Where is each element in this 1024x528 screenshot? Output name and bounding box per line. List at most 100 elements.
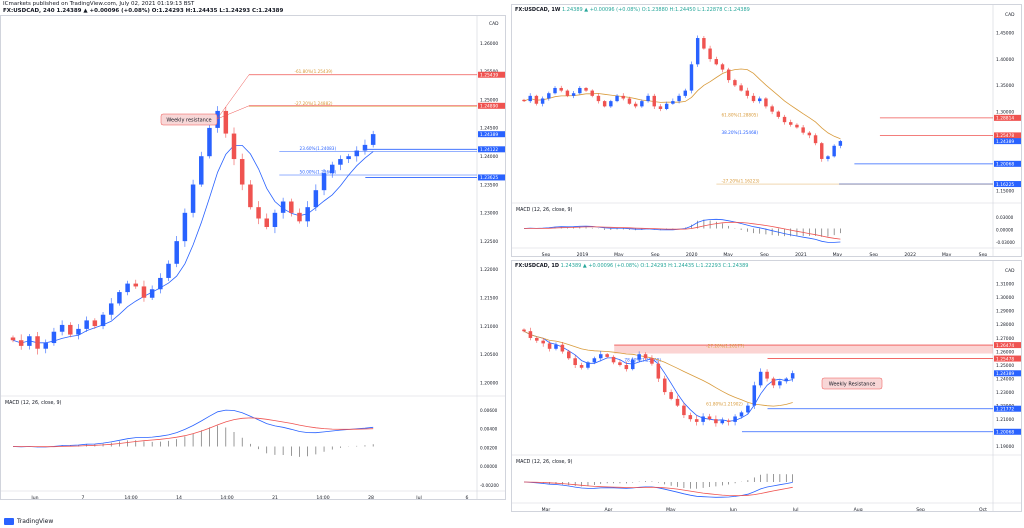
candle-body [615,95,619,102]
macd-tick-label: 0.03000 [996,215,1014,220]
candle-body [174,241,179,264]
candle-body [592,358,597,363]
y-tick-label: 1.15000 [996,188,1014,194]
candle-body [838,141,843,146]
candle-body [789,122,793,125]
candle-body [560,344,565,352]
fib-label: -27.20%(1.26177) [706,344,744,349]
candle-body [35,336,40,349]
y-tick-label: 1.30000 [996,109,1014,115]
chart-panel-1d[interactable]: FX:USDCAD, 1D 1.24389 ▲ +0.00096 (+0.08%… [511,260,1022,512]
price-tag [994,132,1021,139]
candle-body [751,95,756,102]
candle-body [297,212,302,222]
candle-body [76,328,81,335]
fib-label: 38.20%(1.25468) [722,130,759,135]
chart-1d-title: FX:USDCAD, 1D 1.24389 ▲ +0.00096 (+0.08%… [515,263,748,269]
candle-body [609,101,613,107]
candle-body [733,80,737,86]
candle-body [158,277,163,290]
candle-body [584,87,588,91]
macd-signal-line [523,221,841,240]
price-tag [994,405,1021,412]
chart-1d-symbol: FX:USDCAD, 1D [515,263,560,269]
candle-body [215,110,220,128]
candle-body [771,378,776,386]
candle-body [662,378,667,393]
price-tag [478,102,505,109]
candle-body [370,134,376,145]
candle-body [239,159,245,185]
candle-body [346,156,351,160]
candle-body [708,48,712,60]
fib-label: -27.20%(1.24882) [294,101,332,106]
candle-body [100,314,106,327]
chart-panel-4h[interactable]: 1.260001.255001.250001.245001.240001.235… [0,15,506,500]
x-tick-label: 2022 [904,252,916,257]
fib-label: 61.80%(1.21902) [706,401,743,406]
x-tick-label: Oct [979,507,987,512]
candle-body [733,416,737,422]
candle-body [528,331,533,338]
candle-body [223,110,229,134]
candle-body [624,365,629,370]
candle-body [683,90,687,96]
candle-body [117,292,122,304]
price-tag-label: 1.24122 [480,147,498,153]
macd-tick-label: 0.00600 [480,408,498,413]
chart-panel-1w[interactable]: FX:USDCAD, 1W 1.24389 ▲ +0.00096 (+0.08%… [511,4,1022,257]
candle-body [765,371,769,379]
y-tick-label: 1.27000 [996,336,1014,342]
candle-body [671,101,675,104]
price-tag [478,146,505,153]
macd-tick-label: -0.00200 [480,483,499,488]
y-tick-label: 1.20500 [480,352,498,358]
weekly-resistance-label: Weekly Resistance [829,382,876,388]
y-tick-label: 1.30000 [996,295,1014,301]
price-tag-label: 1.24389 [480,132,498,138]
x-tick-label: 2019 [577,252,589,257]
candle-body [264,218,269,227]
candle-body [764,98,768,107]
footer-brand[interactable]: TradingView [4,518,53,525]
candle-body [10,337,16,341]
price-tag-label: 1.20068 [996,430,1014,436]
price-tag-label: 1.21772 [996,407,1014,413]
candle-body [618,362,622,366]
candle-body [658,106,663,109]
candle-body [553,87,557,94]
price-tag [994,428,1021,435]
candle-body [720,420,725,424]
y-tick-label: 1.31000 [996,282,1014,288]
resistance-zone [614,345,993,354]
x-tick-label: Sep [916,507,925,512]
candle-body [801,127,805,133]
y-tick-label: 1.28000 [996,322,1014,328]
candle-body [669,392,673,399]
candle-body [677,95,681,102]
price-tag-label: 1.25478 [996,356,1014,362]
y-tick-label: 1.45000 [996,31,1014,37]
candle-body [92,320,98,327]
candle-body [540,98,545,104]
candle-body [739,412,744,417]
candle-body [682,405,686,416]
x-tick-label: 28 [368,495,374,500]
price-tag [994,160,1021,167]
candle-body [752,385,757,406]
candle-body [313,190,319,208]
x-tick-label: 7 [82,495,85,500]
y-tick-label: 1.20000 [480,380,498,386]
x-tick-label: May [833,252,843,257]
macd-tick-label: 0.00000 [480,464,498,469]
weekly-resistance-label: Weekly resistance [166,118,211,124]
x-tick-label: 2021 [795,252,807,257]
y-tick-label: 1.40000 [996,57,1014,63]
candle-body [149,289,155,298]
candle-body [567,351,571,359]
candle-body [701,416,705,422]
fib-label: 23.60%(1.24083) [300,146,337,151]
macd-tick-label: 0.00400 [480,427,498,432]
candle-body [790,373,795,379]
candle-body [43,343,48,349]
